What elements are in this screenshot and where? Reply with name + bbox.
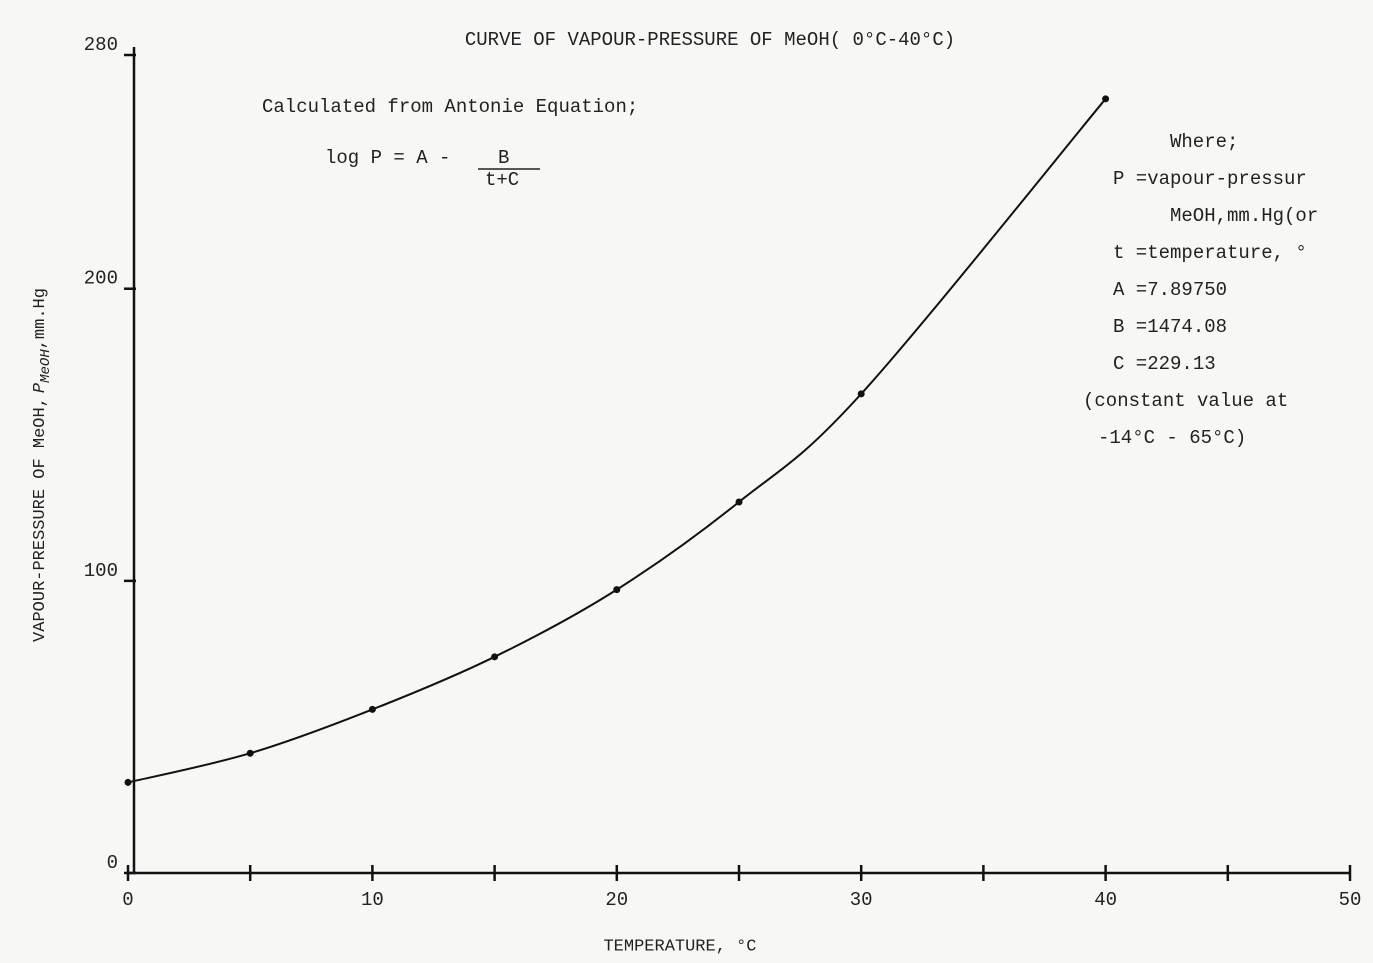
- y-axis-label: VAPOUR-PRESSURE OF MeOH,PMeOH,mm.Hg: [31, 288, 53, 642]
- y-tick-label: 280: [84, 34, 118, 56]
- where-line: t =temperature, °: [1113, 242, 1307, 264]
- where-line: Where;: [1170, 131, 1238, 153]
- data-point: [1102, 95, 1109, 102]
- data-point: [369, 706, 376, 713]
- curve: [128, 99, 1106, 783]
- equation-numerator: B: [498, 147, 509, 169]
- y-axis-label-part: MeOH: [38, 349, 54, 383]
- data-point: [125, 779, 132, 786]
- x-tick-label: 30: [850, 889, 873, 911]
- y-axis-label-part: ,mm.Hg: [31, 288, 50, 349]
- where-line: C =229.13: [1113, 353, 1216, 375]
- y-tick-label: 100: [84, 560, 118, 582]
- equation-denominator: t+C: [485, 169, 519, 191]
- y-tick-label: 200: [84, 268, 118, 290]
- where-line: P =vapour-pressur: [1113, 168, 1307, 190]
- data-point: [491, 653, 498, 660]
- where-line: A =7.89750: [1113, 279, 1227, 301]
- chart: 0 100 200 280 0 10 20 30 40 50 CURVE OF VAPOUR-PRE…: [0, 0, 1373, 963]
- data-point: [247, 750, 254, 757]
- page: {"chart_data": {"type": "line", "title":…: [0, 0, 1373, 963]
- where-line: B =1474.08: [1113, 316, 1227, 338]
- x-tick-label: 50: [1339, 889, 1362, 911]
- data-point: [858, 390, 865, 397]
- where-line: (constant value at: [1083, 390, 1288, 412]
- x-tick-label: 40: [1094, 889, 1117, 911]
- data-point: [613, 586, 620, 593]
- x-tick-label: 10: [361, 889, 384, 911]
- chart-title: CURVE OF VAPOUR-PRESSURE OF MeOH( 0°C-40…: [465, 29, 955, 51]
- x-axis-label: TEMPERATURE, °C: [603, 937, 756, 956]
- y-axis-label-part: VAPOUR-PRESSURE OF MeOH,: [31, 397, 50, 642]
- data-point: [736, 498, 743, 505]
- x-tick-label: 0: [122, 889, 133, 911]
- where-line: MeOH,mm.Hg(or: [1170, 205, 1318, 227]
- x-tick-label: 20: [605, 889, 628, 911]
- y-tick-label: 0: [107, 852, 118, 874]
- equation-lhs: log P = A -: [325, 147, 450, 169]
- where-line: -14°C - 65°C): [1098, 427, 1246, 449]
- annotation-method: Calculated from Antonie Equation;: [262, 96, 638, 118]
